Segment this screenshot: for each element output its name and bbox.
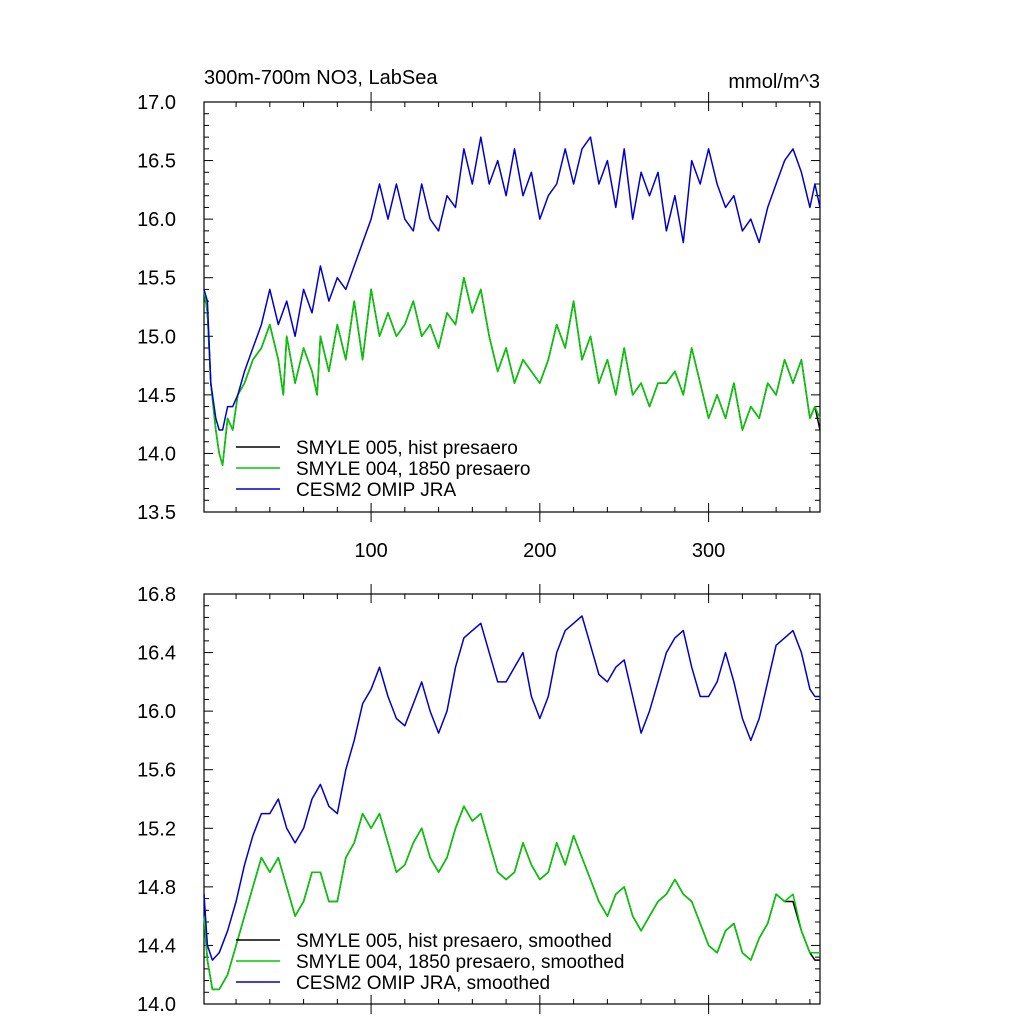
y-tick-label: 14.5 <box>137 385 176 407</box>
y-tick-label: 16.4 <box>137 643 176 665</box>
x-tick-label: 300 <box>692 540 725 562</box>
series-line-3 <box>203 136 821 431</box>
y-tick-label: 15.5 <box>137 268 176 290</box>
y-tick-label: 16.0 <box>137 701 176 723</box>
y-tick-label: 16.8 <box>137 584 176 606</box>
y-tick-label: 13.5 <box>137 502 176 524</box>
x-tick-label: 200 <box>523 540 556 562</box>
chart-panel-bottom: 14.0 14.4 14.8 15.2 15.6 16.0 16.4 16.8 SMYLE 00… <box>137 584 821 1016</box>
y-tick-label: 14.8 <box>137 877 176 899</box>
y-tick-label: 17.0 <box>137 92 176 114</box>
chart-panel-top: 300m-700m NO3, LabSea mmol/m^3 13.5 14.0 1… <box>137 67 821 562</box>
legend-entry: CESM2 OMIP JRA <box>296 480 456 501</box>
series-line-2 <box>203 805 820 991</box>
y-tick-label: 15.2 <box>137 818 176 840</box>
x-tick-label: 100 <box>354 540 387 562</box>
y-tick-label: 16.5 <box>137 151 176 173</box>
chart-units-label: mmol/m^3 <box>728 71 820 93</box>
y-tick-label: 14.0 <box>137 994 176 1016</box>
legend-entry: SMYLE 004, 1850 presaero <box>296 459 531 480</box>
series-line-3 <box>203 615 820 961</box>
y-tick-label: 16.0 <box>137 209 176 231</box>
legend-entry: SMYLE 005, hist presaero <box>296 438 518 459</box>
plot-frame <box>203 593 821 1005</box>
chart-title: 300m-700m NO3, LabSea <box>204 67 438 89</box>
series-line-2 <box>203 276 821 466</box>
plot-frame <box>203 101 821 513</box>
legend-entry: SMYLE 004, 1850 presaero, smoothed <box>296 952 624 973</box>
legend-entry: CESM2 OMIP JRA, smoothed <box>296 973 550 994</box>
y-tick-label: 14.0 <box>137 443 176 465</box>
y-tick-label: 15.0 <box>137 326 176 348</box>
legend-entry: SMYLE 005, hist presaero, smoothed <box>296 931 612 952</box>
y-tick-label: 14.4 <box>137 935 176 957</box>
y-tick-label: 15.6 <box>137 760 176 782</box>
